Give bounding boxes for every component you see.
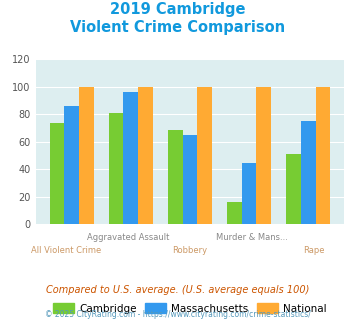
Text: Robbery: Robbery <box>173 246 207 255</box>
Bar <box>256 87 271 224</box>
Bar <box>227 202 242 224</box>
Text: Compared to U.S. average. (U.S. average equals 100): Compared to U.S. average. (U.S. average … <box>46 285 309 295</box>
Bar <box>138 87 153 224</box>
Bar <box>109 113 124 224</box>
Bar <box>64 106 79 224</box>
Bar <box>316 87 330 224</box>
Legend: Cambridge, Massachusetts, National: Cambridge, Massachusetts, National <box>49 299 331 318</box>
Bar <box>79 87 94 224</box>
Bar <box>197 87 212 224</box>
Text: Rape: Rape <box>303 246 324 255</box>
Text: Violent Crime Comparison: Violent Crime Comparison <box>70 20 285 35</box>
Text: Aggravated Assault: Aggravated Assault <box>87 233 169 242</box>
Bar <box>168 129 182 224</box>
Bar <box>242 162 256 224</box>
Text: Murder & Mans...: Murder & Mans... <box>216 233 288 242</box>
Bar <box>50 123 64 224</box>
Bar <box>301 121 316 224</box>
Text: © 2025 CityRating.com - https://www.cityrating.com/crime-statistics/: © 2025 CityRating.com - https://www.city… <box>45 310 310 319</box>
Text: All Violent Crime: All Violent Crime <box>31 246 102 255</box>
Bar <box>124 92 138 224</box>
Bar <box>182 135 197 224</box>
Text: 2019 Cambridge: 2019 Cambridge <box>110 2 245 16</box>
Bar <box>286 154 301 224</box>
